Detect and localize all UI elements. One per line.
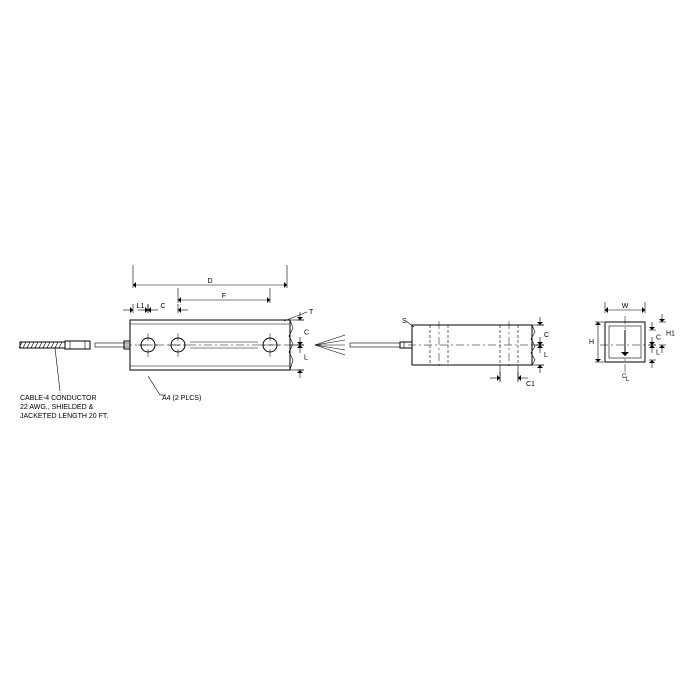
svg-text:L: L xyxy=(626,377,630,383)
svg-text:T: T xyxy=(309,309,314,316)
svg-text:L1: L1 xyxy=(137,303,145,310)
svg-text:L: L xyxy=(304,355,308,362)
svg-text:L: L xyxy=(656,350,660,357)
svg-text:A4 (2 PLCS): A4 (2 PLCS) xyxy=(162,395,201,402)
svg-text:C: C xyxy=(160,303,165,310)
svg-text:22 AWG., SHIELDED &: 22 AWG., SHIELDED & xyxy=(20,404,94,411)
svg-text:CABLE-4 CONDUCTOR: CABLE-4 CONDUCTOR xyxy=(20,395,97,402)
svg-text:D: D xyxy=(207,278,212,285)
svg-text:C: C xyxy=(304,330,309,337)
svg-text:C: C xyxy=(656,335,661,342)
svg-text:JACKETED LENGTH 20 FT.: JACKETED LENGTH 20 FT. xyxy=(20,413,108,420)
svg-text:F: F xyxy=(222,293,226,300)
svg-text:C1: C1 xyxy=(526,381,535,388)
svg-text:H: H xyxy=(589,339,594,346)
svg-text:H1: H1 xyxy=(666,331,675,338)
svg-text:C: C xyxy=(544,332,549,339)
svg-text:W: W xyxy=(622,303,629,310)
svg-text:L: L xyxy=(544,352,548,359)
